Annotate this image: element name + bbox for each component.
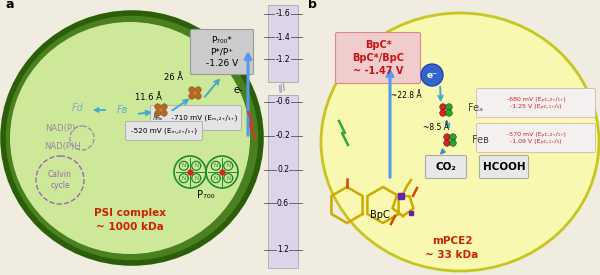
Text: -1.6: -1.6 — [275, 10, 290, 18]
Text: mPCE2
~ 33 kDa: mPCE2 ~ 33 kDa — [425, 236, 479, 260]
Text: N: N — [182, 163, 186, 168]
Text: N: N — [226, 176, 230, 181]
Text: -1.2: -1.2 — [275, 54, 290, 64]
Text: -0.2: -0.2 — [275, 131, 290, 141]
Circle shape — [159, 108, 163, 112]
Text: N: N — [182, 176, 186, 181]
Text: NAD(P)H: NAD(P)H — [44, 142, 80, 150]
FancyBboxPatch shape — [425, 155, 467, 178]
Bar — [268, 95, 298, 268]
Circle shape — [440, 110, 446, 116]
Text: Fₐ: Fₐ — [152, 114, 161, 122]
Circle shape — [450, 134, 457, 140]
Circle shape — [444, 134, 450, 140]
Ellipse shape — [10, 22, 250, 254]
Text: Fd: Fd — [72, 103, 84, 113]
Circle shape — [440, 104, 446, 110]
Circle shape — [155, 104, 161, 110]
Text: -1.4: -1.4 — [275, 32, 290, 42]
FancyBboxPatch shape — [476, 89, 595, 117]
Text: Fₓ    -710 mV (Eₘ,₂₊/₁₊): Fₓ -710 mV (Eₘ,₂₊/₁₊) — [155, 115, 237, 121]
Text: NAD(P)⁺: NAD(P)⁺ — [44, 123, 79, 133]
Circle shape — [421, 64, 443, 86]
FancyBboxPatch shape — [335, 32, 421, 84]
Ellipse shape — [321, 13, 599, 271]
Text: Feʙ: Feʙ — [472, 135, 489, 145]
Text: b: b — [308, 0, 317, 11]
Text: PSI complex
~ 1000 kDa: PSI complex ~ 1000 kDa — [94, 208, 166, 232]
Text: N: N — [214, 176, 218, 181]
Circle shape — [446, 110, 452, 116]
Text: 11.6 Å: 11.6 Å — [134, 92, 161, 101]
Text: BpC: BpC — [370, 210, 390, 220]
Text: N: N — [194, 163, 198, 168]
Text: HCOOH: HCOOH — [482, 162, 526, 172]
Circle shape — [189, 93, 195, 99]
Text: ~22.8 Å: ~22.8 Å — [391, 92, 421, 100]
Circle shape — [444, 140, 450, 146]
Text: Calvin
cycle: Calvin cycle — [48, 170, 72, 190]
Circle shape — [195, 93, 201, 99]
Circle shape — [161, 104, 167, 110]
Text: e⁻: e⁻ — [427, 70, 437, 79]
FancyBboxPatch shape — [191, 29, 254, 75]
Circle shape — [161, 110, 167, 116]
Text: P₇₀₀*
P*/P⁺
-1.26 V: P₇₀₀* P*/P⁺ -1.26 V — [206, 36, 238, 68]
Text: BpC*
BpC*/BpC
~ -1.47 V: BpC* BpC*/BpC ~ -1.47 V — [352, 40, 404, 76]
Text: P₇₀₀: P₇₀₀ — [197, 190, 215, 200]
Circle shape — [450, 140, 457, 146]
Circle shape — [446, 104, 452, 110]
Text: -0.6: -0.6 — [275, 98, 290, 106]
Text: a: a — [5, 0, 14, 11]
Text: Feₐ: Feₐ — [468, 103, 483, 113]
Circle shape — [155, 110, 161, 116]
FancyBboxPatch shape — [151, 106, 241, 131]
Text: N: N — [226, 163, 230, 168]
Circle shape — [189, 87, 195, 93]
Text: ~8.5 Å: ~8.5 Å — [423, 123, 449, 133]
Bar — [268, 5, 298, 82]
Text: CO₂: CO₂ — [436, 162, 457, 172]
Circle shape — [195, 87, 201, 93]
Text: -570 mV (Eₚᴄ,₂₊/₁₊)
-1.09 V (Eₚᴄ,₁₊/₀): -570 mV (Eₚᴄ,₂₊/₁₊) -1.09 V (Eₚᴄ,₁₊/₀) — [506, 132, 565, 144]
Text: N: N — [214, 163, 218, 168]
Text: 26 Å: 26 Å — [164, 73, 184, 82]
Text: Fʙ: Fʙ — [116, 105, 128, 115]
Text: -520 mV (Eₘ,₂₊/₁₊): -520 mV (Eₘ,₂₊/₁₊) — [131, 128, 197, 134]
Text: 0.6: 0.6 — [277, 199, 289, 208]
Ellipse shape — [3, 13, 261, 263]
Text: 0.2: 0.2 — [277, 166, 289, 175]
Text: ///: /// — [277, 82, 289, 94]
Text: -680 mV (Eₚᴄ,₂₊/₁₊)
-1.25 V (Eₚᴄ,₁₊/₀): -680 mV (Eₚᴄ,₂₊/₁₊) -1.25 V (Eₚᴄ,₁₊/₀) — [506, 97, 565, 109]
FancyBboxPatch shape — [479, 155, 529, 178]
FancyBboxPatch shape — [125, 122, 203, 141]
Text: e-: e- — [233, 85, 243, 95]
Text: N: N — [194, 176, 198, 181]
Circle shape — [193, 91, 197, 95]
FancyBboxPatch shape — [476, 123, 595, 153]
Text: 1.2: 1.2 — [277, 246, 289, 254]
